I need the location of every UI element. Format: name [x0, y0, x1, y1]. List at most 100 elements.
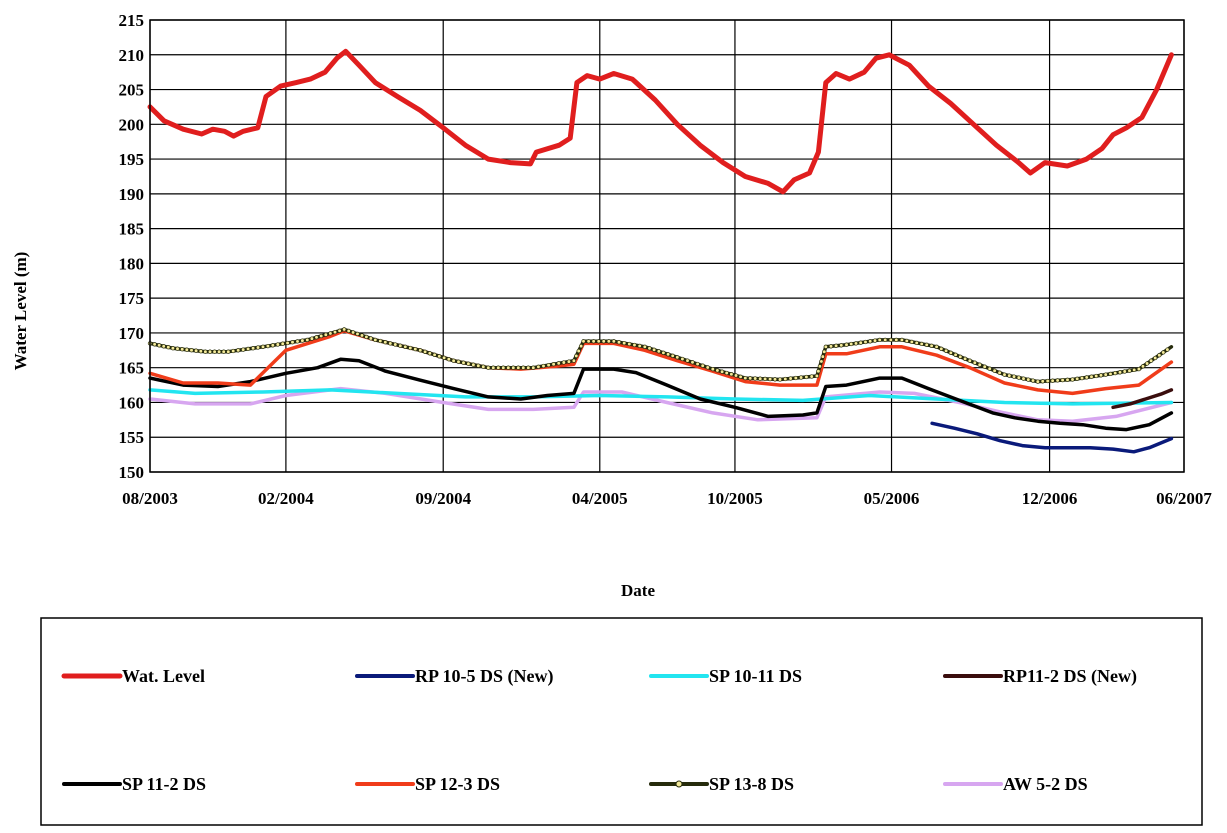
x-tick-label: 06/2007 — [1156, 489, 1212, 508]
data-point — [819, 359, 824, 364]
data-point — [904, 338, 909, 344]
series-line — [147, 48, 1174, 195]
data-point — [967, 358, 972, 363]
data-point — [1084, 375, 1089, 380]
data-point — [753, 376, 758, 381]
data-point — [888, 337, 893, 343]
data-point — [1016, 375, 1021, 380]
data-point — [285, 340, 290, 346]
data-point — [451, 358, 456, 363]
data-point — [314, 335, 319, 340]
data-point — [373, 337, 378, 343]
data-point — [1050, 378, 1055, 383]
y-tick-label: 170 — [119, 324, 145, 343]
data-point — [506, 365, 511, 370]
data-point — [611, 339, 616, 344]
series-line — [1111, 388, 1174, 410]
data-point — [1021, 376, 1026, 381]
data-point — [432, 352, 437, 357]
x-tick-label: 12/2006 — [1022, 489, 1078, 508]
data-point — [1098, 373, 1104, 378]
data-point — [471, 362, 476, 367]
data-point — [1140, 364, 1146, 369]
data-point — [729, 372, 734, 377]
data-point — [300, 338, 305, 343]
data-point — [705, 365, 710, 370]
y-tick-label: 175 — [119, 289, 145, 308]
data-point — [1127, 368, 1132, 373]
legend-entry: SP 11-2 DS — [62, 774, 206, 794]
data-point — [1035, 379, 1040, 384]
data-point — [982, 364, 987, 369]
data-point — [413, 346, 418, 352]
y-tick-label: 190 — [119, 185, 145, 204]
data-point — [1060, 377, 1065, 383]
data-point — [809, 374, 814, 379]
data-point — [1079, 375, 1085, 381]
data-point — [1040, 379, 1045, 384]
data-point — [1117, 370, 1123, 375]
data-point — [1007, 373, 1012, 378]
legend-entry: SP 10-11 DS — [649, 666, 802, 686]
data-point — [738, 374, 743, 379]
legend-entry: SP 13-8 DS — [649, 774, 794, 794]
data-point — [1153, 355, 1158, 361]
data-point — [461, 360, 466, 365]
legend-label: SP 13-8 DS — [709, 774, 794, 794]
data-point — [576, 348, 581, 354]
x-axis-title: Date — [621, 581, 655, 600]
data-point — [1002, 372, 1007, 377]
y-tick-labels: 150 155 160 165 170 175 180 185 190 195 200 205 210 2… — [119, 11, 145, 482]
data-point — [622, 340, 627, 346]
data-point — [816, 369, 821, 374]
data-point — [627, 341, 632, 347]
y-tick-label: 150 — [119, 463, 145, 482]
y-tick-label: 210 — [119, 46, 145, 65]
series-sp-13-8-ds — [147, 327, 1174, 384]
data-point — [777, 377, 783, 382]
data-point — [275, 342, 280, 347]
data-point — [943, 348, 949, 353]
data-point — [695, 361, 700, 367]
data-point — [1045, 378, 1050, 384]
data-point — [342, 327, 347, 332]
legend-label: SP 11-2 DS — [122, 774, 206, 794]
data-point — [521, 365, 526, 370]
data-point — [337, 328, 342, 333]
data-point — [919, 341, 924, 347]
series-sp-10-11-ds — [148, 388, 1174, 406]
data-point — [280, 341, 285, 346]
data-point — [962, 356, 968, 361]
data-point — [152, 342, 157, 347]
data-point — [948, 350, 953, 355]
y-tick-label: 160 — [119, 393, 145, 412]
data-point — [1148, 358, 1154, 363]
data-point — [992, 368, 997, 373]
series-wat-level — [147, 48, 1174, 195]
data-point — [198, 349, 203, 354]
data-point — [680, 356, 685, 362]
x-tick-label: 04/2005 — [572, 489, 628, 508]
data-point — [309, 336, 315, 341]
data-point — [661, 350, 666, 355]
data-point — [437, 354, 442, 359]
data-point — [1026, 377, 1031, 382]
series-aw-5-2-ds — [148, 386, 1174, 423]
data-point — [924, 342, 929, 347]
data-point — [772, 377, 778, 382]
data-point — [481, 364, 486, 369]
data-point — [894, 337, 899, 343]
data-point — [319, 333, 324, 339]
data-point — [216, 349, 222, 354]
data-point — [359, 333, 365, 338]
x-tick-label: 05/2006 — [864, 489, 920, 508]
data-point — [1089, 374, 1094, 379]
data-point — [250, 346, 256, 351]
data-point — [934, 344, 939, 349]
data-point — [231, 348, 236, 354]
y-axis-title: Water Level (m) — [11, 252, 30, 371]
data-point — [1094, 373, 1099, 379]
data-point — [295, 339, 300, 344]
data-point — [637, 343, 642, 349]
data-point — [566, 359, 572, 364]
